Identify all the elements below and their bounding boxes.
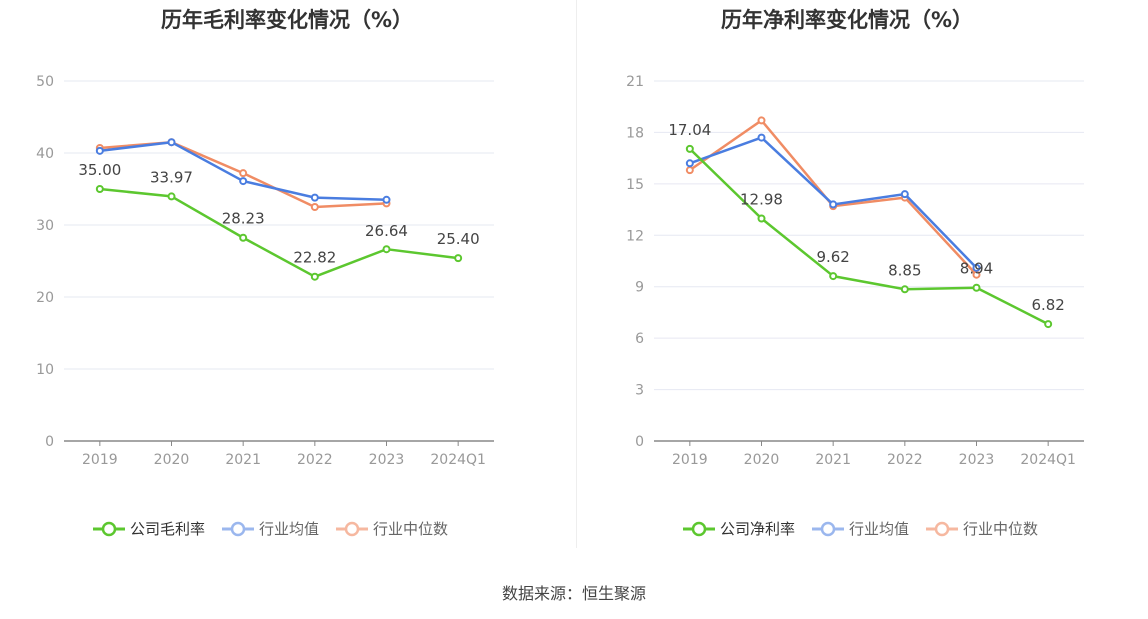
y-tick-label: 50 bbox=[36, 74, 54, 90]
legend-marker-icon bbox=[926, 521, 959, 536]
data-point-company[interactable] bbox=[239, 233, 248, 242]
data-point-industry-mean[interactable] bbox=[757, 133, 766, 142]
gross-margin-chart-panel: 历年毛利率变化情况（%） 0 10 20 30 40 50 2019 2020 2021 2022… bbox=[0, 0, 574, 560]
data-label: 35.00 bbox=[78, 161, 121, 179]
series-line-company bbox=[99, 187, 459, 278]
series-line-company bbox=[688, 147, 1049, 326]
data-label: 26.64 bbox=[365, 222, 408, 240]
data-source-note: 数据来源：恒生聚源 bbox=[501, 584, 646, 603]
y-tick-label: 12 bbox=[626, 228, 644, 244]
y-tick-label: 21 bbox=[626, 74, 644, 90]
x-tick-label: 2020 bbox=[154, 452, 190, 468]
gross-margin-chart: 0 10 20 30 40 50 2019 2020 2021 2022 2023 2024Q1 35.… bbox=[36, 74, 494, 468]
data-point-company[interactable] bbox=[757, 214, 766, 223]
legend-marker-icon bbox=[812, 521, 845, 536]
data-point-industry-mean[interactable] bbox=[239, 177, 248, 186]
net-margin-chart-panel: 历年净利率变化情况（%） 0 3 6 9 12 15 18 21 2019 2020 2021 202… bbox=[574, 0, 1148, 560]
legend-item-industry-mean[interactable]: 行业均值 bbox=[221, 518, 319, 539]
x-tick-label: 2021 bbox=[225, 452, 261, 468]
y-tick-label: 20 bbox=[36, 290, 54, 306]
y-tick-label: 6 bbox=[635, 331, 644, 347]
legend-marker-icon bbox=[93, 521, 125, 536]
x-tick-label: 2020 bbox=[744, 452, 780, 468]
y-tick-label: 10 bbox=[36, 362, 54, 378]
data-point-industry-median[interactable] bbox=[239, 169, 248, 178]
legend-item-industry-mean[interactable]: 行业均值 bbox=[811, 518, 909, 539]
data-point-industry-median[interactable] bbox=[685, 166, 694, 175]
data-point-company[interactable] bbox=[685, 144, 694, 153]
gross-margin-legend: 公司毛利率 行业均值 行业中位数 bbox=[92, 518, 464, 539]
gross-margin-chart-title: 历年毛利率变化情况（%） bbox=[160, 8, 414, 32]
data-point-industry-mean[interactable] bbox=[382, 195, 391, 204]
legend-label: 行业中位数 bbox=[963, 520, 1039, 538]
x-tick-label: 2021 bbox=[815, 452, 851, 468]
x-tick-label: 2024Q1 bbox=[1020, 452, 1076, 468]
data-point-industry-median[interactable] bbox=[310, 203, 319, 211]
data-label: 9.62 bbox=[816, 248, 849, 266]
panel-divider bbox=[576, 0, 577, 548]
legend-item-industry-median[interactable]: 行业中位数 bbox=[335, 518, 448, 539]
data-point-company[interactable] bbox=[382, 245, 391, 254]
legend-marker-icon bbox=[222, 521, 255, 536]
data-point-industry-mean[interactable] bbox=[685, 159, 694, 168]
y-tick-label: 9 bbox=[635, 280, 644, 296]
legend-item-industry-median[interactable]: 行业中位数 bbox=[925, 518, 1038, 539]
data-label: 6.82 bbox=[1031, 296, 1064, 314]
data-label: 8.94 bbox=[960, 260, 993, 278]
data-point-industry-mean[interactable] bbox=[900, 190, 909, 199]
y-tick-label: 30 bbox=[36, 218, 54, 234]
data-point-company[interactable] bbox=[167, 192, 176, 201]
data-label: 28.23 bbox=[222, 210, 265, 228]
y-tick-label: 15 bbox=[626, 177, 644, 193]
x-tick-label: 2022 bbox=[887, 452, 923, 468]
y-tick-label: 18 bbox=[626, 125, 644, 141]
legend-label: 行业均值 bbox=[849, 520, 910, 538]
data-point-company[interactable] bbox=[972, 283, 981, 292]
data-point-company[interactable] bbox=[310, 272, 319, 281]
data-label: 33.97 bbox=[150, 168, 193, 186]
legend-marker-icon bbox=[683, 521, 715, 536]
x-tick-label: 2019 bbox=[82, 452, 118, 468]
data-point-industry-median[interactable] bbox=[757, 116, 766, 125]
data-point-industry-mean[interactable] bbox=[95, 146, 104, 155]
data-point-industry-mean[interactable] bbox=[972, 263, 981, 272]
y-tick-label: 40 bbox=[36, 146, 54, 162]
legend-label: 公司净利率 bbox=[720, 520, 796, 538]
net-margin-chart: 0 3 6 9 12 15 18 21 2019 2020 2021 2022 2023 2024Q1 17… bbox=[626, 74, 1084, 468]
data-point-industry-mean[interactable] bbox=[167, 138, 176, 147]
data-label: 25.40 bbox=[437, 230, 480, 248]
data-point-company[interactable] bbox=[900, 285, 909, 294]
data-point-company[interactable] bbox=[95, 185, 104, 193]
x-tick-label: 2019 bbox=[672, 452, 708, 468]
legend-label: 行业均值 bbox=[259, 520, 320, 538]
legend-label: 公司毛利率 bbox=[130, 520, 206, 538]
x-tick-label: 2023 bbox=[369, 452, 405, 468]
y-tick-label: 0 bbox=[45, 434, 54, 450]
net-margin-chart-title: 历年净利率变化情况（%） bbox=[720, 8, 974, 32]
net-margin-legend: 公司净利率 行业均值 行业中位数 bbox=[682, 518, 1054, 539]
legend-item-company[interactable]: 公司净利率 bbox=[682, 518, 795, 539]
legend-item-company[interactable]: 公司毛利率 bbox=[92, 518, 205, 539]
data-point-company[interactable] bbox=[454, 254, 463, 263]
data-label: 22.82 bbox=[293, 249, 336, 267]
data-label: 17.04 bbox=[668, 121, 711, 139]
y-tick-label: 0 bbox=[635, 434, 644, 450]
legend-label: 行业中位数 bbox=[373, 520, 449, 538]
x-tick-label: 2022 bbox=[297, 452, 333, 468]
data-point-company[interactable] bbox=[1044, 320, 1053, 329]
data-point-industry-mean[interactable] bbox=[310, 193, 319, 202]
data-point-company[interactable] bbox=[829, 272, 838, 281]
x-tick-label: 2023 bbox=[959, 452, 995, 468]
data-label: 12.98 bbox=[740, 190, 783, 208]
legend-marker-icon bbox=[336, 521, 369, 536]
data-point-industry-mean[interactable] bbox=[829, 200, 838, 209]
data-label: 8.85 bbox=[888, 261, 921, 279]
y-tick-label: 3 bbox=[635, 383, 644, 399]
x-tick-label: 2024Q1 bbox=[430, 452, 486, 468]
